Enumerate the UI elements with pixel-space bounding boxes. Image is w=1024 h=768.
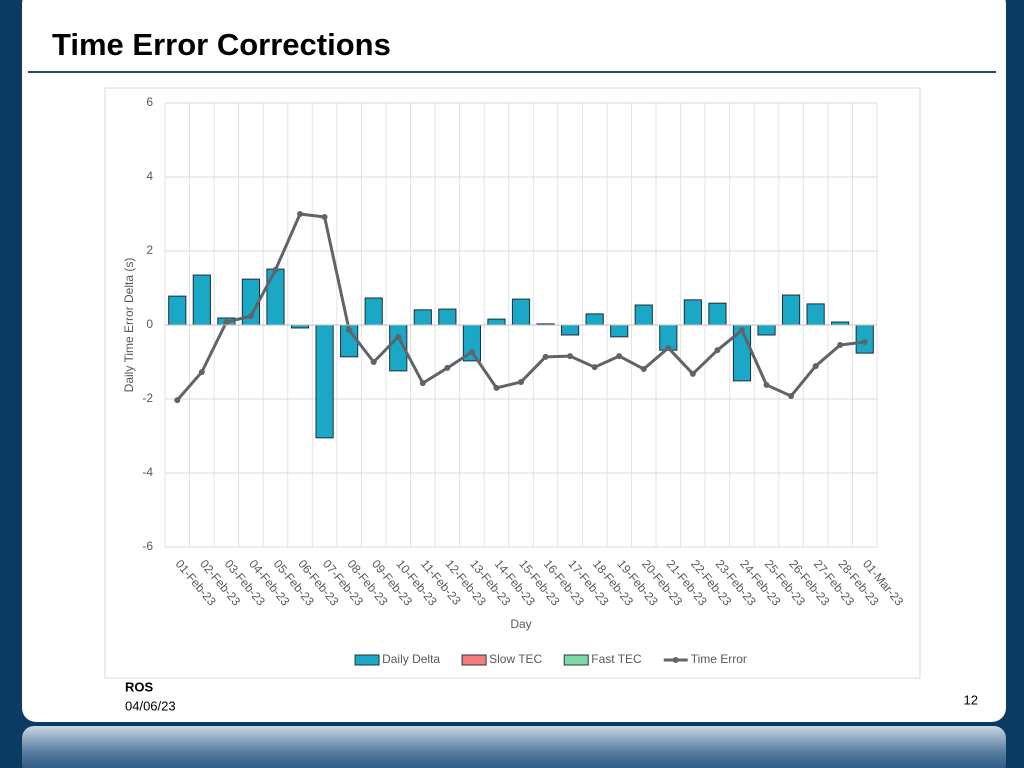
- legend-label: Time Error: [691, 652, 747, 666]
- legend-swatch: [461, 654, 487, 666]
- legend-swatch: [563, 654, 589, 666]
- bar: [585, 313, 604, 326]
- line-point: [198, 368, 205, 375]
- line-point: [665, 344, 672, 351]
- legend-item: Daily Delta: [354, 652, 440, 666]
- x-axis-label: Day: [510, 617, 531, 631]
- line-point: [689, 370, 696, 377]
- line-point: [493, 384, 500, 391]
- line-point: [591, 364, 598, 371]
- bar: [364, 297, 383, 326]
- line-point: [812, 363, 819, 370]
- bar: [511, 298, 531, 326]
- legend-label: Daily Delta: [382, 652, 440, 666]
- line-point: [468, 349, 475, 356]
- line-point: [616, 353, 623, 360]
- line-point: [640, 366, 647, 373]
- line-point: [174, 397, 181, 404]
- y-axis-label: Daily Time Error Delta (s): [122, 258, 136, 393]
- bar: [266, 268, 285, 326]
- line-point: [788, 393, 795, 400]
- bar: [192, 274, 211, 326]
- line-point: [738, 327, 745, 334]
- legend-label: Fast TEC: [591, 652, 642, 666]
- y-tick-label: -6: [142, 539, 153, 553]
- legend-item: Time Error: [663, 652, 747, 666]
- line-point: [763, 381, 770, 388]
- y-tick-label: 4: [146, 169, 153, 183]
- footer-date: 04/06/23: [125, 698, 176, 713]
- line-point: [419, 380, 426, 387]
- footer-band: [22, 726, 1006, 768]
- line-point: [518, 378, 524, 385]
- line-point: [247, 313, 254, 320]
- bar: [683, 299, 702, 326]
- page-number: 12: [964, 692, 978, 707]
- line-point: [444, 364, 451, 371]
- bar: [806, 303, 825, 326]
- line-point: [272, 266, 279, 273]
- bar: [610, 324, 629, 338]
- y-tick-label: -4: [142, 465, 153, 479]
- line-point: [714, 347, 721, 354]
- line-point: [395, 333, 402, 340]
- line-point: [861, 339, 868, 346]
- bar: [757, 324, 776, 336]
- legend-item: Fast TEC: [563, 652, 642, 666]
- y-tick-label: 6: [146, 95, 153, 109]
- bar: [438, 308, 457, 326]
- line-point: [542, 353, 549, 360]
- legend-swatch: [354, 654, 380, 666]
- y-tick-label: 2: [146, 243, 153, 257]
- bar: [315, 324, 334, 439]
- line-point: [567, 353, 574, 360]
- bar: [168, 295, 187, 326]
- bar: [561, 324, 580, 336]
- y-tick-label: 0: [146, 317, 153, 331]
- line-point: [837, 341, 844, 348]
- bar: [634, 304, 653, 326]
- legend-item: Slow TEC: [461, 652, 543, 666]
- legend-label: Slow TEC: [489, 652, 542, 666]
- line-point: [223, 319, 230, 326]
- bar: [487, 318, 506, 326]
- bar: [413, 309, 432, 326]
- legend-swatch-dot: [672, 657, 679, 663]
- line-point: [297, 211, 304, 217]
- line-point: [370, 359, 377, 365]
- bar: [708, 302, 727, 326]
- y-tick-label: -2: [142, 391, 153, 405]
- line-point: [346, 327, 353, 334]
- line-point: [321, 213, 328, 220]
- bar: [781, 294, 801, 326]
- slide-title: Time Error Corrections: [52, 27, 391, 62]
- footer-author: ROS: [125, 679, 154, 694]
